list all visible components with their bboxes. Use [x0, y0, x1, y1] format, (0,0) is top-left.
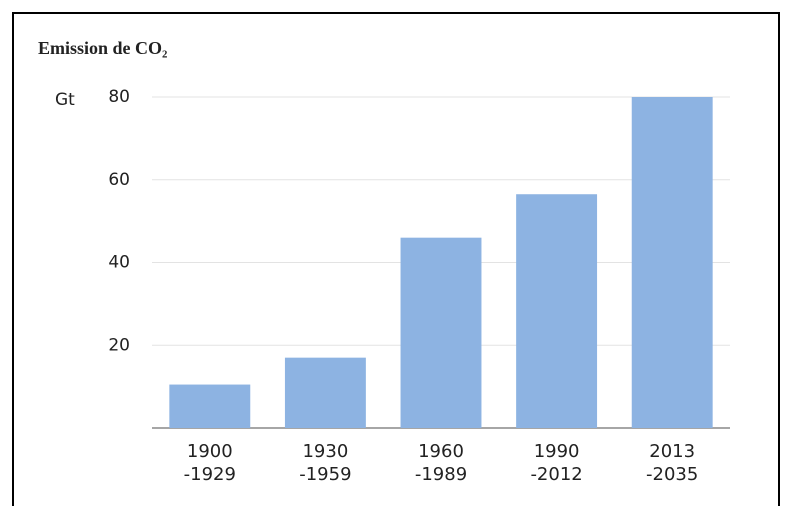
y-tick-label: 20: [108, 335, 130, 355]
y-tick-label: 80: [108, 87, 130, 107]
x-tick-label: 1900: [187, 441, 233, 462]
bar: [516, 194, 598, 428]
x-tick-label: 1930: [302, 441, 348, 462]
bar: [169, 384, 251, 428]
x-tick-label: -1989: [415, 464, 467, 485]
bar: [400, 237, 482, 428]
x-tick-label: 1990: [534, 441, 580, 462]
x-tick-label: -1929: [184, 464, 236, 485]
x-tick-label: -2035: [646, 464, 698, 485]
bar: [631, 97, 713, 428]
y-axis-label: Gt: [55, 90, 75, 110]
y-tick-label: 40: [108, 253, 130, 273]
x-tick-label: -1959: [299, 464, 351, 485]
y-tick-label: 60: [108, 170, 130, 190]
x-tick-label: 1960: [418, 441, 464, 462]
x-tick-label: 2013: [649, 441, 695, 462]
frame: [12, 12, 780, 506]
x-tick-label: -2012: [530, 464, 582, 485]
bar: [284, 357, 366, 428]
chart-title: Emission de CO₂: [38, 38, 167, 58]
